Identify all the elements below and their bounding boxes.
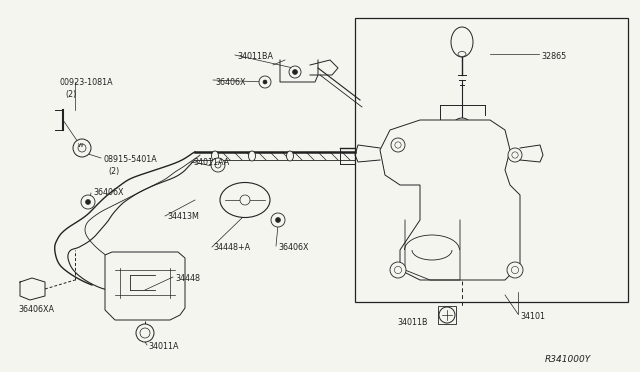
Circle shape (508, 148, 522, 162)
Ellipse shape (451, 27, 473, 57)
Ellipse shape (248, 151, 255, 161)
Circle shape (259, 76, 271, 88)
Text: 34011B: 34011B (397, 318, 428, 327)
Bar (438, 306, 456, 324)
Text: 34011AA: 34011AA (193, 158, 229, 167)
Text: 00923-1081A: 00923-1081A (60, 78, 114, 87)
Circle shape (78, 144, 86, 152)
Circle shape (439, 307, 455, 323)
Text: 36406X: 36406X (278, 243, 308, 252)
Text: 36406XA: 36406XA (18, 305, 54, 314)
Text: 32865: 32865 (541, 52, 566, 61)
Circle shape (86, 199, 90, 205)
Ellipse shape (220, 183, 270, 218)
Text: 34011A: 34011A (148, 342, 179, 351)
Circle shape (271, 213, 285, 227)
Text: (2): (2) (108, 167, 119, 176)
Text: 36406X: 36406X (215, 78, 246, 87)
Circle shape (452, 118, 472, 138)
Circle shape (140, 328, 150, 338)
Text: (2): (2) (65, 90, 76, 99)
Circle shape (395, 142, 401, 148)
Circle shape (136, 324, 154, 342)
Text: 08915-5401A: 08915-5401A (103, 155, 157, 164)
Text: 34011BA: 34011BA (237, 52, 273, 61)
Bar (355, 18, 628, 302)
Polygon shape (380, 120, 520, 280)
Text: 34413M: 34413M (167, 212, 199, 221)
Circle shape (394, 266, 402, 273)
Text: W: W (78, 143, 83, 148)
Text: 34448: 34448 (175, 274, 200, 283)
Circle shape (211, 158, 225, 172)
Circle shape (512, 152, 518, 158)
Circle shape (289, 66, 301, 78)
Text: 36406X: 36406X (93, 188, 124, 197)
Ellipse shape (211, 151, 218, 161)
Circle shape (275, 218, 280, 222)
Circle shape (263, 80, 267, 84)
Text: 34101: 34101 (520, 312, 545, 321)
Circle shape (507, 262, 523, 278)
Ellipse shape (458, 51, 466, 57)
Circle shape (457, 123, 467, 133)
Text: R341000Y: R341000Y (545, 355, 591, 364)
Circle shape (391, 138, 405, 152)
Circle shape (240, 195, 250, 205)
Circle shape (215, 162, 221, 168)
Circle shape (511, 266, 518, 273)
Circle shape (73, 139, 91, 157)
Circle shape (81, 195, 95, 209)
Circle shape (390, 262, 406, 278)
Circle shape (292, 70, 298, 74)
Polygon shape (105, 252, 185, 320)
Text: 34448+A: 34448+A (213, 243, 250, 252)
Ellipse shape (287, 151, 294, 161)
